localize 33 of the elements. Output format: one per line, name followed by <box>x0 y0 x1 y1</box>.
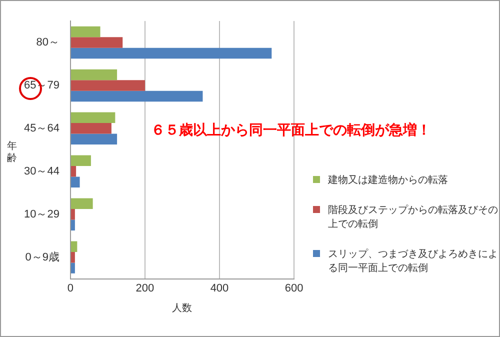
y-axis-title: 年齢 <box>7 141 18 165</box>
x-tick-label: 400 <box>210 282 229 294</box>
annotation: ６５歳以上から同一平面上での転倒が急増！ <box>151 122 431 139</box>
bar <box>70 69 118 80</box>
bar <box>70 208 75 220</box>
y-tick-label: 30～44 <box>24 165 60 178</box>
bar <box>70 252 75 263</box>
bar <box>70 176 80 188</box>
bar <box>70 198 93 209</box>
y-tick-label: 10～29 <box>24 208 60 220</box>
bar <box>70 112 116 124</box>
bar <box>70 241 78 252</box>
bar <box>70 80 145 91</box>
bar <box>70 220 75 230</box>
legend-label: 建物又は建造物からの転落 <box>328 174 448 187</box>
legend-label: スリップ、つまづき及びよろめきによる同一平面上での転倒 <box>328 248 498 275</box>
y-tick-label: 45～64 <box>24 122 60 134</box>
bar <box>70 155 91 166</box>
bar <box>70 166 76 177</box>
bar <box>70 262 75 274</box>
legend-label: 階段及びステップからの転落及びその上での転倒 <box>328 204 498 231</box>
y-tick-label: 0～9歳 <box>25 250 60 264</box>
bar <box>70 26 100 38</box>
bar <box>70 90 203 102</box>
x-axis-title: 人数 <box>172 302 192 314</box>
bar <box>70 37 123 48</box>
bar <box>70 134 118 145</box>
bar <box>70 48 272 59</box>
x-tick-label: 600 <box>284 282 304 294</box>
y-tick-label: 80～ <box>36 36 60 49</box>
x-tick-label: 0 <box>67 282 74 294</box>
x-tick-label: 200 <box>136 282 154 294</box>
bar <box>70 123 112 134</box>
